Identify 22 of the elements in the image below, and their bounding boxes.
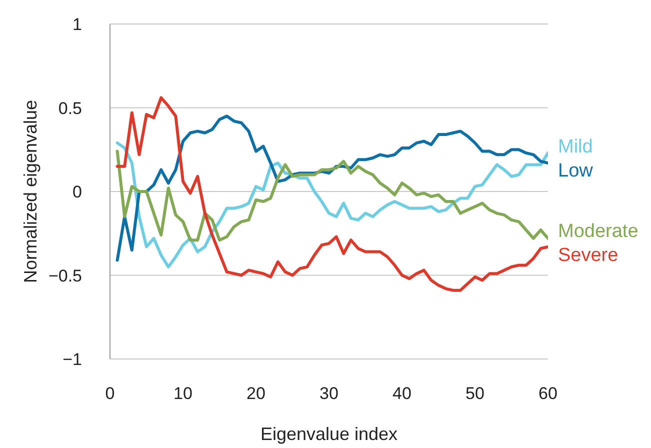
x-tick-label: 40 bbox=[392, 384, 412, 404]
y-tick-label: 1 bbox=[72, 15, 82, 34]
x-tick-label: 50 bbox=[466, 384, 484, 404]
x-axis-title: Eigenvalue index bbox=[260, 424, 398, 444]
y-tick-label: 0 bbox=[72, 182, 82, 202]
line-series bbox=[116, 114, 548, 262]
series-label: Severe bbox=[558, 245, 618, 266]
series-label: Mild bbox=[558, 136, 593, 158]
y-axis-title: Normalized eigenvalue bbox=[20, 100, 40, 284]
series-label: Low bbox=[558, 160, 594, 182]
x-tick-label: 0 bbox=[105, 384, 115, 404]
line-series bbox=[116, 150, 548, 242]
x-tick-label: 10 bbox=[174, 384, 192, 404]
y-tick-label: −1 bbox=[62, 350, 82, 370]
line-series bbox=[116, 141, 548, 268]
x-tick-label: 30 bbox=[320, 384, 338, 404]
x-tick-label: 60 bbox=[538, 384, 558, 404]
line-series bbox=[116, 96, 548, 292]
x-tick-label: 20 bbox=[246, 384, 266, 404]
y-tick-label: 0.5 bbox=[58, 98, 82, 118]
y-tick-label: −0.5 bbox=[48, 266, 82, 286]
series-label: Moderate bbox=[558, 221, 638, 242]
